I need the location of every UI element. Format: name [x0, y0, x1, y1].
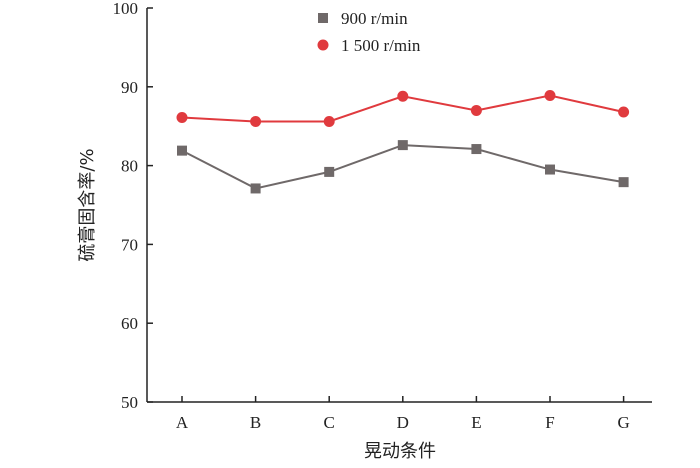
legend-label: 900 r/min — [341, 9, 408, 28]
data-point-circle — [323, 115, 335, 127]
legend-marker-circle — [317, 39, 329, 51]
legend-marker-square — [318, 13, 328, 23]
data-point-circle — [544, 89, 556, 101]
data-point-square — [471, 144, 482, 155]
y-tick-label: 80 — [121, 157, 138, 176]
data-point-circle — [250, 115, 262, 127]
x-axis-title: 晃动条件 — [364, 441, 436, 462]
legend: 900 r/min 1 500 r/min — [317, 9, 421, 55]
data-point-circle — [618, 106, 630, 118]
data-point-circle — [470, 104, 482, 116]
x-tick-label: C — [324, 413, 335, 432]
data-point-square — [177, 145, 187, 156]
x-tick-label: B — [250, 413, 261, 432]
data-point-square — [545, 164, 555, 175]
y-tick-label: 90 — [121, 78, 138, 97]
y-tick-label: 60 — [121, 314, 138, 333]
x-tick-label: G — [617, 413, 629, 432]
data-point-square — [324, 166, 335, 177]
x-tick-label: F — [545, 413, 554, 432]
x-tick-label: D — [397, 413, 409, 432]
y-ticks: 50 60 70 80 90 100 — [113, 0, 153, 412]
axes — [146, 8, 652, 403]
y-tick-label: 50 — [121, 393, 138, 412]
y-tick-label: 70 — [121, 235, 138, 254]
series-layer — [176, 89, 630, 194]
x-ticks: A B C D E F G — [176, 396, 630, 432]
x-tick-label: A — [176, 413, 189, 432]
data-point-circle — [397, 90, 409, 102]
y-tick-label: 100 — [113, 0, 139, 18]
data-point-square — [397, 140, 408, 151]
y-axis-title: 硫膏固含率/% — [76, 148, 98, 261]
data-point-circle — [176, 112, 188, 124]
x-tick-label: E — [471, 413, 481, 432]
data-point-square — [618, 177, 629, 188]
legend-label: 1 500 r/min — [341, 36, 421, 55]
series-line — [181, 144, 624, 190]
data-point-square — [250, 183, 261, 194]
